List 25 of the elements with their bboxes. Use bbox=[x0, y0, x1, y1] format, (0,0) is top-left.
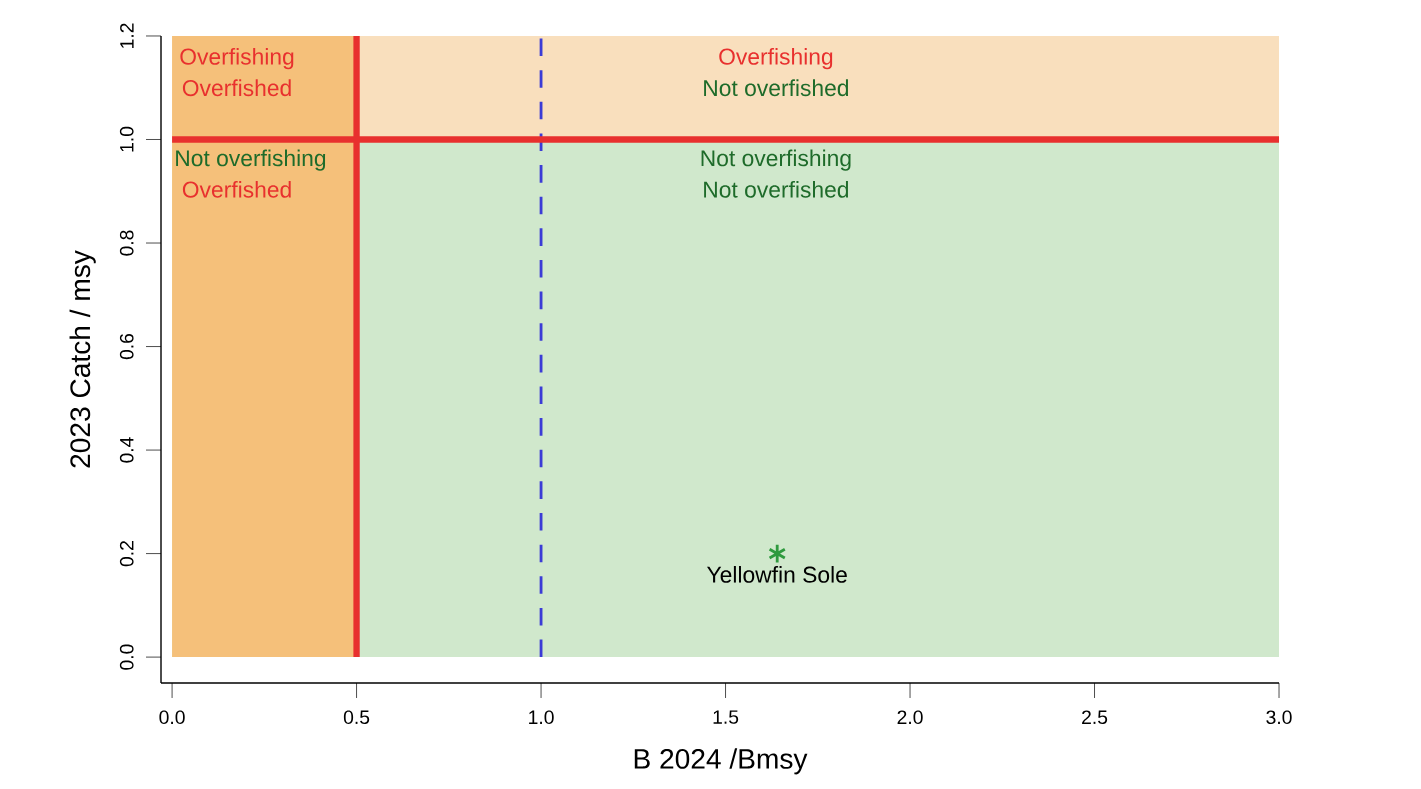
y-tick-label: 0.2 bbox=[119, 541, 134, 567]
annotation: Overfished bbox=[182, 180, 291, 198]
x-tick-label: 1.0 bbox=[529, 710, 554, 725]
x-axis-title: B 2024 /Bmsy bbox=[634, 748, 808, 775]
series-label: Yellowfin Sole bbox=[707, 566, 847, 583]
x-tick-label: 0.0 bbox=[159, 710, 185, 725]
annotation: Overfishing bbox=[719, 48, 833, 70]
annotation: Not overfishing bbox=[701, 149, 851, 171]
y-tick-label: 0.6 bbox=[119, 333, 134, 360]
annotation: Overfished bbox=[182, 79, 291, 97]
y-tick-label: 0.8 bbox=[119, 230, 134, 256]
annotation: Overfishing bbox=[180, 48, 294, 70]
x-tick-label: 2.0 bbox=[897, 710, 923, 725]
y-tick-label: 1.0 bbox=[119, 126, 134, 152]
y-tick-label: 0.0 bbox=[119, 644, 134, 670]
y-axis-title: 2023 Catch / msy bbox=[69, 250, 96, 468]
y-tick-label: 0.4 bbox=[119, 437, 134, 463]
annotation: Not overfished bbox=[704, 79, 849, 97]
x-tick-label: 2.5 bbox=[1082, 710, 1108, 725]
x-tick-label: 1.5 bbox=[713, 710, 739, 724]
x-tick-label: 3.0 bbox=[1266, 710, 1292, 725]
y-tick-label: 1.2 bbox=[120, 23, 134, 48]
annotation: Not overfishing bbox=[176, 149, 326, 171]
annotation: Not overfished bbox=[704, 180, 849, 198]
x-tick-label: 0.5 bbox=[343, 710, 370, 725]
